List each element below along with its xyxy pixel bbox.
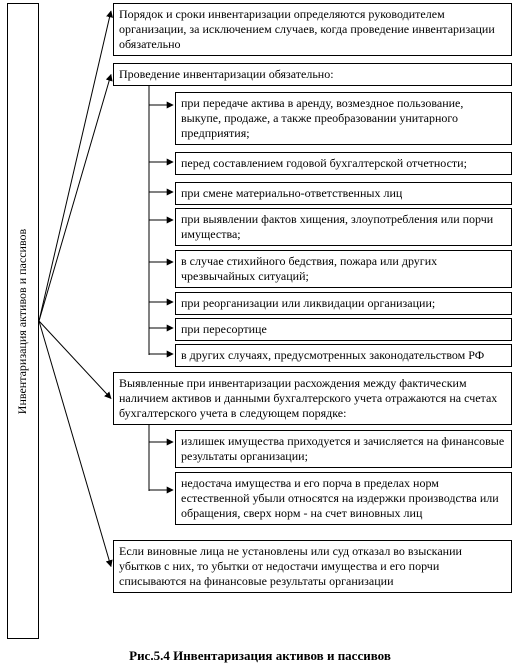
caption-text: Рис.5.4 Инвентаризация активов и пассиво… xyxy=(129,648,391,663)
figure-caption: Рис.5.4 Инвентаризация активов и пассиво… xyxy=(0,648,520,664)
connectors xyxy=(0,0,520,640)
diagram-stage: { "canvas":{"w":520,"h":671,"bg":"#fffff… xyxy=(0,0,520,671)
